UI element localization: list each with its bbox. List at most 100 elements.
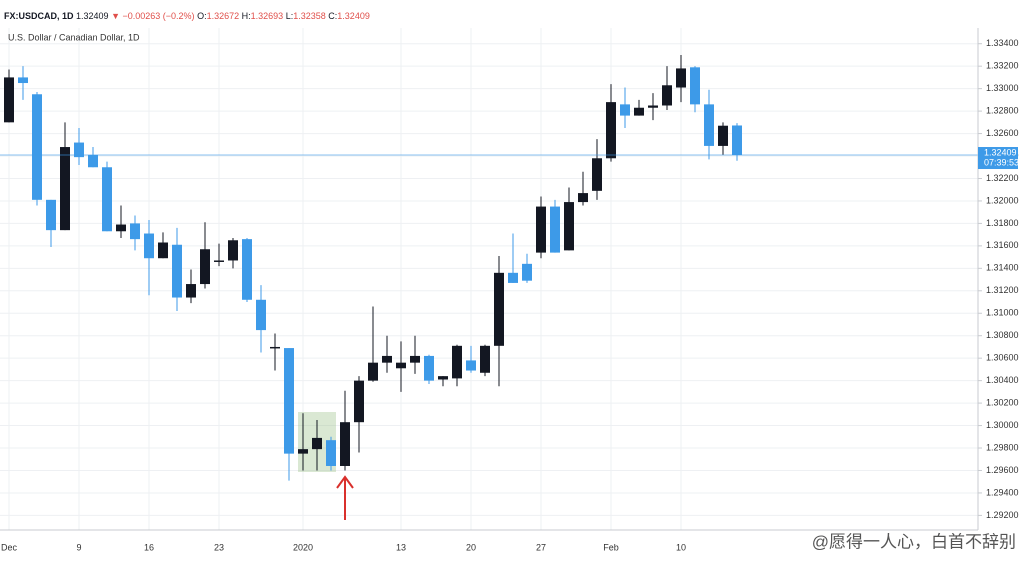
y-tick-label: 1.30000: [986, 420, 1019, 430]
candle-body: [606, 102, 616, 159]
y-tick-label: 1.32600: [986, 128, 1019, 138]
y-tick-label: 1.32000: [986, 195, 1019, 205]
candle-body: [620, 104, 630, 116]
candle-body: [60, 147, 70, 231]
y-tick-label: 1.33200: [986, 61, 1019, 71]
candle-body: [186, 284, 196, 298]
candle-body: [214, 260, 224, 262]
y-tick-label: 1.29200: [986, 510, 1019, 520]
candle-body: [424, 355, 434, 381]
candle-body: [46, 199, 56, 231]
candle-body: [522, 263, 532, 281]
change: ▼ −0.00263 (−0.2%): [111, 11, 194, 21]
x-tick-label: 2020: [293, 542, 313, 552]
price-tag-countdown: 07:39:53: [984, 157, 1019, 167]
candle-body: [270, 346, 280, 349]
candle-body: [690, 67, 700, 105]
y-tick-label: 1.32800: [986, 105, 1019, 115]
candle-body: [438, 376, 448, 380]
y-tick-label: 1.30600: [986, 353, 1019, 363]
candle-body: [326, 440, 336, 466]
x-tick-label: 20: [466, 542, 476, 552]
y-tick-label: 1.31400: [986, 263, 1019, 273]
symbol: FX:USDCAD, 1D: [4, 11, 74, 21]
candle-body: [676, 68, 686, 88]
candle-body: [396, 362, 406, 369]
candle-body: [256, 299, 266, 331]
y-tick-label: 1.29400: [986, 487, 1019, 497]
y-tick-label: 1.32200: [986, 173, 1019, 183]
candle-body: [200, 249, 210, 285]
candle-body: [158, 242, 168, 259]
y-tick-label: 1.29600: [986, 465, 1019, 475]
candle-body: [634, 107, 644, 116]
candle-body: [592, 158, 602, 191]
price-tag: [978, 147, 1018, 170]
candle-body: [410, 355, 420, 363]
candle-body: [480, 345, 490, 373]
x-tick-label: 16: [144, 542, 154, 552]
ohlc-key: O:: [197, 11, 207, 21]
candle-body: [718, 125, 728, 146]
watermark: @愿得一人心，白首不辞别: [812, 532, 1016, 551]
ohlc-key: C:: [328, 11, 337, 21]
y-tick-label: 1.31200: [986, 285, 1019, 295]
candle-body: [354, 380, 364, 423]
candle-body: [242, 239, 252, 300]
candle-body: [228, 240, 238, 261]
candle-body: [144, 233, 154, 259]
candle-body: [88, 154, 98, 168]
x-tick-label: Feb: [603, 542, 619, 552]
subtitle: U.S. Dollar / Canadian Dollar, 1D: [8, 32, 140, 42]
candle-body: [564, 202, 574, 251]
x-tick-label: 23: [214, 542, 224, 552]
x-tick-label: 27: [536, 542, 546, 552]
ohlc-value: 1.32672: [207, 11, 240, 21]
y-tick-label: 1.30400: [986, 375, 1019, 385]
y-tick-label: 1.30800: [986, 330, 1019, 340]
y-tick-label: 1.31800: [986, 218, 1019, 228]
candle-body: [116, 224, 126, 232]
ohlc-value: 1.32693: [251, 11, 284, 21]
ohlc-key: L:: [286, 11, 294, 21]
y-tick-label: 1.33000: [986, 83, 1019, 93]
candle-body: [32, 94, 42, 200]
y-tick-label: 1.29800: [986, 442, 1019, 452]
candle-body: [732, 125, 742, 156]
candle-body: [648, 105, 658, 108]
candle-body: [312, 437, 322, 450]
candle-body: [466, 360, 476, 371]
candles: [0, 54, 978, 481]
candle-body: [494, 272, 504, 346]
candle-body: [4, 77, 14, 123]
candle-body: [662, 85, 672, 106]
candle-body: [452, 345, 462, 379]
candle-body: [74, 142, 84, 158]
candle-body: [18, 77, 28, 84]
candle-body: [102, 167, 112, 232]
y-tick-label: 1.30200: [986, 397, 1019, 407]
candle-body: [382, 355, 392, 363]
ohlc-value: 1.32358: [293, 11, 326, 21]
x-tick-label: 13: [396, 542, 406, 552]
y-tick-label: 1.31000: [986, 308, 1019, 318]
candle-body: [550, 206, 560, 253]
y-tick-label: 1.33400: [986, 38, 1019, 48]
candle-body: [284, 348, 294, 454]
candle-body: [130, 223, 140, 240]
candle-body: [508, 272, 518, 283]
y-tick-label: 1.31600: [986, 240, 1019, 250]
ohlc-value: 1.32409: [337, 11, 370, 21]
x-tick-label: Dec: [1, 542, 18, 552]
header: FX:USDCAD, 1D 1.32409 ▼ −0.00263 (−0.2%)…: [4, 11, 370, 21]
candle-body: [340, 422, 350, 466]
candle-body: [578, 193, 588, 203]
candle-body: [536, 206, 546, 253]
candle-body: [298, 449, 308, 454]
price-tag-value: 1.32409: [984, 147, 1017, 157]
ohlc-key: H:: [242, 11, 251, 21]
candle-body: [368, 362, 378, 381]
